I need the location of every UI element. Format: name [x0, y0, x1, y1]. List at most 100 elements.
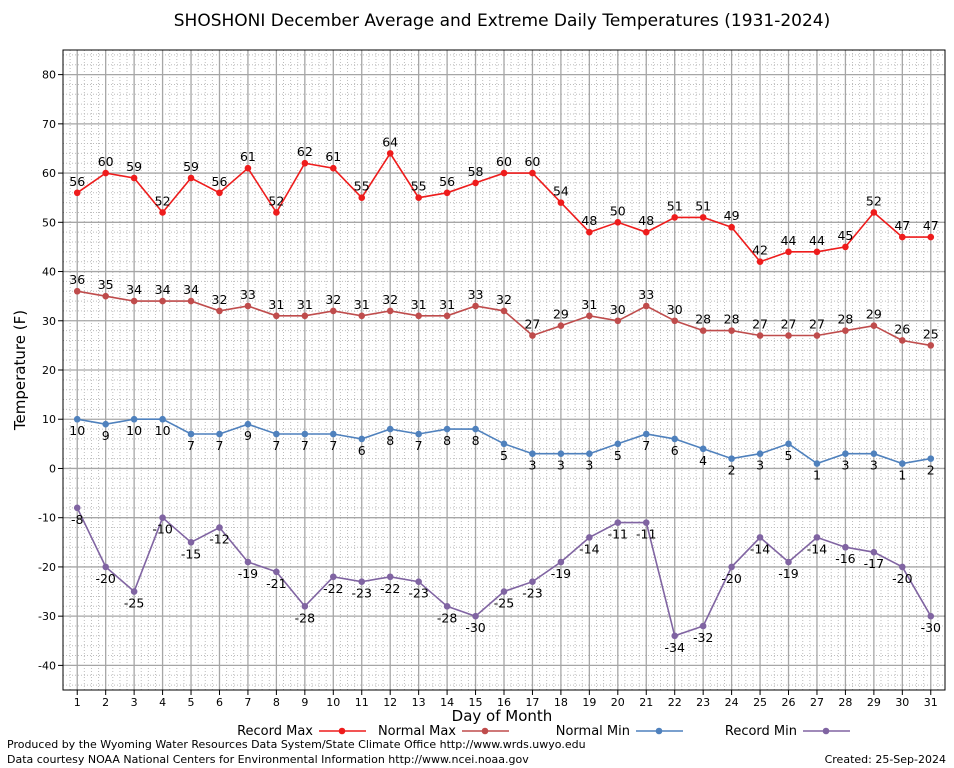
record-max-value-label: 47 — [923, 218, 939, 233]
normal-max-value-label: 28 — [695, 312, 711, 327]
record-max-value-label: 47 — [894, 218, 910, 233]
record-min-point — [102, 563, 109, 571]
normal-min-point — [358, 435, 366, 443]
record-max-point — [500, 169, 508, 177]
x-tick-label: 5 — [188, 696, 195, 709]
x-tick-label: 16 — [497, 696, 511, 709]
normal-min-point — [728, 455, 735, 462]
record-min-point — [130, 588, 138, 595]
record-min-point — [187, 539, 195, 546]
y-axis-title: Temperature (F) — [11, 310, 29, 431]
legend-marker-normal-max — [481, 727, 489, 735]
normal-max-point — [358, 312, 366, 320]
record-min-value-label: -19 — [778, 566, 798, 581]
normal-max-point — [899, 337, 906, 344]
record-max-point — [614, 219, 622, 226]
y-axis-ticks: -40 -30 -20 -10 0 10 20 30 40 50 60 70 80 — [38, 69, 63, 672]
record-min-point — [557, 558, 565, 566]
record-max-point — [415, 194, 422, 201]
record-min-point — [472, 612, 479, 620]
normal-min-value-label: 9 — [102, 428, 110, 443]
x-tick-label: 4 — [159, 696, 166, 709]
record-max-point — [472, 179, 479, 187]
x-tick-label: 29 — [867, 696, 881, 709]
normal-min-point — [130, 415, 138, 423]
normal-min-value-label: 3 — [585, 458, 593, 473]
normal-min-point — [671, 435, 679, 443]
normal-min-point — [159, 415, 166, 423]
record-min-value-label: -10 — [152, 522, 172, 537]
record-min-value-label: -25 — [494, 596, 514, 611]
legend-label-normal-min: Normal Min — [556, 724, 630, 739]
normal-max-point — [813, 332, 821, 339]
normal-min-value-label: 3 — [528, 458, 536, 473]
x-tick-label: 3 — [131, 696, 138, 709]
record-max-value-label: 45 — [837, 228, 853, 243]
record-min-value-label: -30 — [921, 620, 941, 635]
x-tick-label: 19 — [582, 696, 596, 709]
record-max-value-label: 60 — [98, 154, 114, 169]
x-tick-label: 12 — [383, 696, 397, 709]
normal-min-value-label: 8 — [386, 433, 394, 448]
y-tick-label: 70 — [42, 118, 56, 131]
normal-min-point — [386, 425, 394, 433]
record-min-point — [244, 558, 252, 566]
normal-max-value-label: 27 — [524, 317, 540, 332]
x-tick-label: 6 — [216, 696, 223, 709]
record-max-point — [671, 214, 679, 221]
x-tick-label: 13 — [412, 696, 426, 709]
normal-min-point — [813, 460, 821, 467]
x-tick-label: 21 — [639, 696, 653, 709]
record-max-point — [842, 243, 849, 251]
legend-label-normal-max: Normal Max — [378, 724, 456, 739]
normal-min-value-label: 5 — [614, 448, 622, 463]
record-min-point — [842, 543, 849, 551]
normal-min-point — [642, 430, 650, 438]
y-tick-label: 60 — [42, 167, 56, 180]
record-max-point — [329, 164, 337, 172]
y-tick-label: 50 — [42, 216, 56, 229]
record-min-point — [529, 578, 536, 585]
record-max-point — [244, 164, 252, 172]
x-tick-label: 31 — [924, 696, 938, 709]
normal-max-value-label: 30 — [667, 302, 683, 317]
normal-max-value-label: 31 — [411, 297, 427, 312]
normal-max-point — [728, 327, 735, 334]
normal-max-point — [671, 317, 679, 325]
normal-max-point — [642, 302, 650, 310]
record-max-value-label: 59 — [183, 159, 199, 174]
normal-min-value-label: 7 — [272, 438, 280, 453]
record-max-value-label: 56 — [69, 174, 85, 189]
normal-min-value-label: 7 — [187, 438, 195, 453]
y-tick-label: -10 — [38, 512, 56, 525]
record-max-value-label: 44 — [781, 233, 797, 248]
series-record-min: -8 -20 -25 -10 -15 -12 -19 -21 -28 -22 -23 -22 -23 -2… — [71, 504, 941, 655]
x-tick-label: 14 — [440, 696, 454, 709]
normal-min-point — [529, 450, 536, 457]
record-max-value-label: 60 — [524, 154, 540, 169]
normal-min-value-label: 8 — [472, 433, 480, 448]
record-max-point — [159, 209, 166, 216]
record-max-point — [927, 233, 935, 241]
y-tick-label: 80 — [42, 69, 56, 82]
record-min-point — [813, 534, 821, 541]
normal-min-point — [586, 450, 593, 457]
x-tick-label: 26 — [782, 696, 796, 709]
normal-min-point — [699, 445, 707, 453]
normal-min-point — [329, 430, 337, 438]
normal-min-value-label: 1 — [898, 468, 906, 483]
normal-max-value-label: 28 — [724, 312, 740, 327]
record-max-value-label: 60 — [496, 154, 512, 169]
record-min-value-label: -25 — [124, 596, 144, 611]
normal-max-value-label: 36 — [69, 272, 85, 287]
record-max-point — [301, 159, 309, 167]
normal-min-point — [842, 450, 849, 457]
normal-min-value-label: 3 — [557, 458, 565, 473]
major-grid — [63, 50, 945, 690]
record-max-point — [870, 209, 878, 216]
normal-min-point — [500, 440, 508, 448]
record-min-point — [273, 568, 280, 576]
y-tick-label: -30 — [38, 610, 56, 623]
record-max-value-label: 52 — [155, 193, 171, 208]
normal-max-point — [301, 312, 309, 320]
